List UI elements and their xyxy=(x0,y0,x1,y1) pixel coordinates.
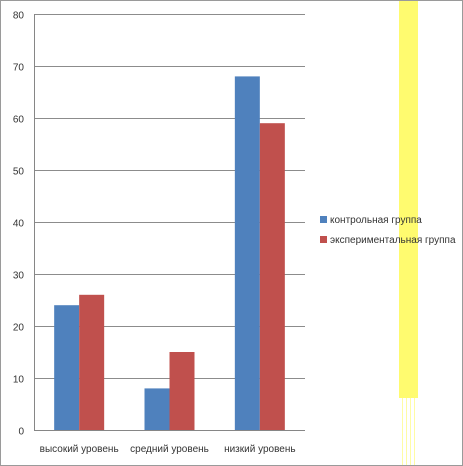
bar xyxy=(144,388,170,430)
y-tick-label: 50 xyxy=(13,167,25,178)
y-tick-label: 0 xyxy=(18,427,24,438)
bar xyxy=(234,76,260,431)
legend: контрольная группа экспериментальная груп… xyxy=(320,215,456,246)
y-axis-tick-labels: 0 10 20 30 40 50 60 70 80 xyxy=(13,11,25,438)
y-tick-label: 20 xyxy=(13,323,25,334)
x-tick-label: низкий уровень xyxy=(224,444,296,455)
legend-swatch xyxy=(320,216,327,223)
y-tick-label: 40 xyxy=(13,219,25,230)
y-tick-label: 10 xyxy=(13,375,25,386)
x-tick-label: средний уровень xyxy=(130,444,209,455)
highlight-band-tail xyxy=(399,398,418,465)
y-tick-label: 30 xyxy=(13,271,25,282)
legend-label: экспериментальная группа xyxy=(330,235,456,246)
y-tick-label: 80 xyxy=(13,11,25,22)
bar xyxy=(259,123,285,430)
x-axis-tick-labels: высокий уровень средний уровень низкий уро… xyxy=(40,444,296,455)
bars xyxy=(54,76,285,431)
bar xyxy=(169,352,195,430)
bar xyxy=(54,305,80,430)
legend-label: контрольная группа xyxy=(330,215,422,226)
y-tick-label: 60 xyxy=(13,115,25,126)
highlight-band xyxy=(399,1,418,398)
bar xyxy=(79,294,105,430)
x-tick-label: высокий уровень xyxy=(40,444,119,455)
y-tick-label: 70 xyxy=(13,63,25,74)
legend-swatch xyxy=(320,236,327,243)
